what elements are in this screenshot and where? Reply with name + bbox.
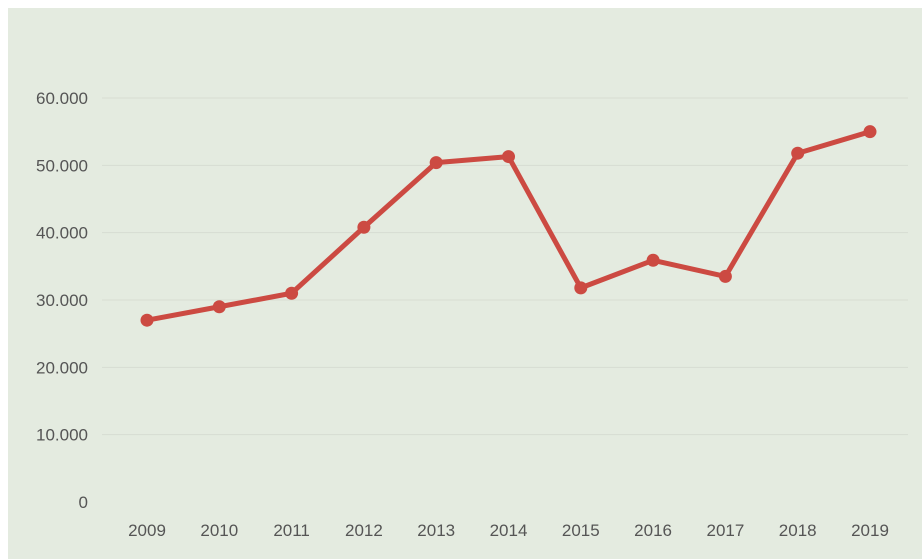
x-tick-label: 2011	[273, 521, 310, 540]
x-tick-label: 2018	[779, 521, 817, 540]
data-point	[718, 269, 732, 283]
data-point	[502, 150, 515, 164]
line-chart: 0 10.000 20.000 30.000 40.000 50.000 60.000 20…	[36, 89, 908, 540]
y-tick-label: 50.000	[36, 156, 88, 175]
y-tick-label: 40.000	[36, 224, 88, 243]
x-tick-label: 2009	[128, 521, 166, 540]
x-tick-label: 2015	[562, 521, 600, 540]
y-tick-label: 20.000	[36, 358, 88, 377]
data-point	[863, 125, 877, 139]
data-point	[285, 286, 299, 300]
data-point	[646, 253, 660, 267]
x-tick-label: 2014	[490, 521, 528, 540]
series-layer	[140, 125, 877, 327]
y-tick-label: 60.000	[36, 89, 88, 108]
gridlines	[102, 97, 908, 436]
y-tick-label: 30.000	[36, 291, 88, 310]
y-axis-tick-labels: 0 10.000 20.000 30.000 40.000 50.000 60.000	[36, 89, 88, 512]
data-point	[140, 313, 154, 327]
data-point	[791, 146, 805, 160]
data-point	[357, 220, 371, 234]
x-tick-label: 2010	[200, 521, 238, 540]
x-tick-label: 2013	[417, 521, 455, 540]
y-tick-label: 10.000	[36, 426, 88, 445]
x-tick-label: 2017	[706, 521, 744, 540]
x-axis-tick-labels: 2009 2010 2011 2012 2013 2014 2015 2016 2017 2018…	[128, 521, 889, 540]
x-tick-label: 2012	[345, 521, 383, 540]
data-point	[429, 156, 443, 170]
y-tick-label: 0	[79, 493, 88, 512]
data-point	[574, 281, 588, 295]
x-tick-label: 2019	[851, 521, 889, 540]
data-point	[212, 300, 226, 314]
chart-area: 0 10.000 20.000 30.000 40.000 50.000 60.000 20…	[8, 8, 922, 559]
x-tick-label: 2016	[634, 521, 672, 540]
